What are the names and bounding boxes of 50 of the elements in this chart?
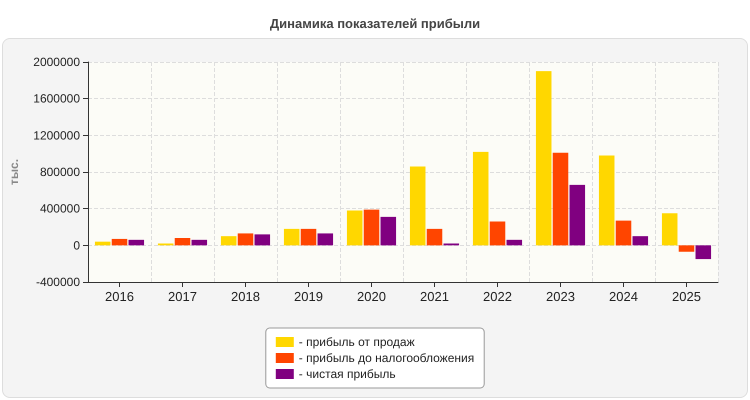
chart-title: Динамика показателей прибыли xyxy=(270,16,480,31)
y-tick-label: -400000 xyxy=(36,275,80,289)
bar xyxy=(192,240,208,246)
bar xyxy=(94,242,110,246)
y-axis-title: тыс. xyxy=(7,158,21,186)
bar xyxy=(472,152,488,246)
y-tick-label: 800000 xyxy=(40,165,80,179)
bar xyxy=(678,245,694,252)
bar xyxy=(318,233,334,246)
x-tick-label: 2025 xyxy=(672,289,701,304)
bar xyxy=(284,228,300,246)
y-tick-label: 0 xyxy=(73,238,80,252)
bar xyxy=(112,238,128,246)
bar xyxy=(128,240,144,246)
x-tick-label: 2024 xyxy=(609,289,638,304)
x-tick-label: 2020 xyxy=(357,289,386,304)
bar xyxy=(364,210,380,246)
x-tick-label: 2022 xyxy=(483,289,512,304)
bar xyxy=(426,228,442,246)
bar xyxy=(220,236,236,246)
x-tick-label: 2016 xyxy=(105,289,134,304)
x-tick-label: 2019 xyxy=(294,289,323,304)
legend-label: - прибыль до налогообложения xyxy=(298,351,474,365)
bar xyxy=(490,222,506,246)
bar xyxy=(552,152,568,246)
bar xyxy=(570,184,586,246)
bar xyxy=(238,233,254,246)
x-tick-label: 2023 xyxy=(546,289,575,304)
x-tick-label: 2018 xyxy=(231,289,260,304)
legend-label: - чистая прибыль xyxy=(298,367,396,381)
y-tick-label: 1600000 xyxy=(33,92,80,106)
bar xyxy=(300,228,316,246)
x-tick-label: 2021 xyxy=(420,289,449,304)
y-tick-label: 1200000 xyxy=(33,128,80,142)
bar xyxy=(536,71,552,246)
bar xyxy=(696,245,712,260)
bar xyxy=(598,156,614,246)
x-tick-label: 2017 xyxy=(168,289,197,304)
bar xyxy=(616,220,632,246)
bar xyxy=(410,166,426,246)
bar xyxy=(506,240,522,246)
bar xyxy=(632,236,648,246)
bar xyxy=(174,238,190,246)
y-tick-label: 2000000 xyxy=(33,55,80,69)
y-tick-label: 400000 xyxy=(40,202,80,216)
legend-label: - прибыль от продаж xyxy=(298,335,415,349)
bar xyxy=(254,234,270,246)
bar xyxy=(380,216,396,246)
bar xyxy=(346,210,362,246)
bar xyxy=(662,213,678,246)
